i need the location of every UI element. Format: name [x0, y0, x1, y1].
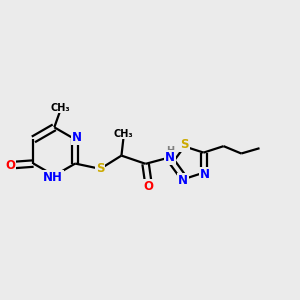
- Text: O: O: [143, 180, 154, 193]
- Text: O: O: [5, 158, 15, 172]
- Text: S: S: [96, 162, 104, 175]
- Text: CH₃: CH₃: [114, 128, 134, 139]
- Text: N: N: [165, 151, 175, 164]
- Text: NH: NH: [43, 171, 63, 184]
- Text: H: H: [166, 146, 174, 157]
- Text: CH₃: CH₃: [51, 103, 70, 112]
- Text: N: N: [200, 168, 210, 181]
- Text: S: S: [180, 138, 189, 151]
- Text: N: N: [178, 174, 188, 187]
- Text: N: N: [72, 131, 82, 144]
